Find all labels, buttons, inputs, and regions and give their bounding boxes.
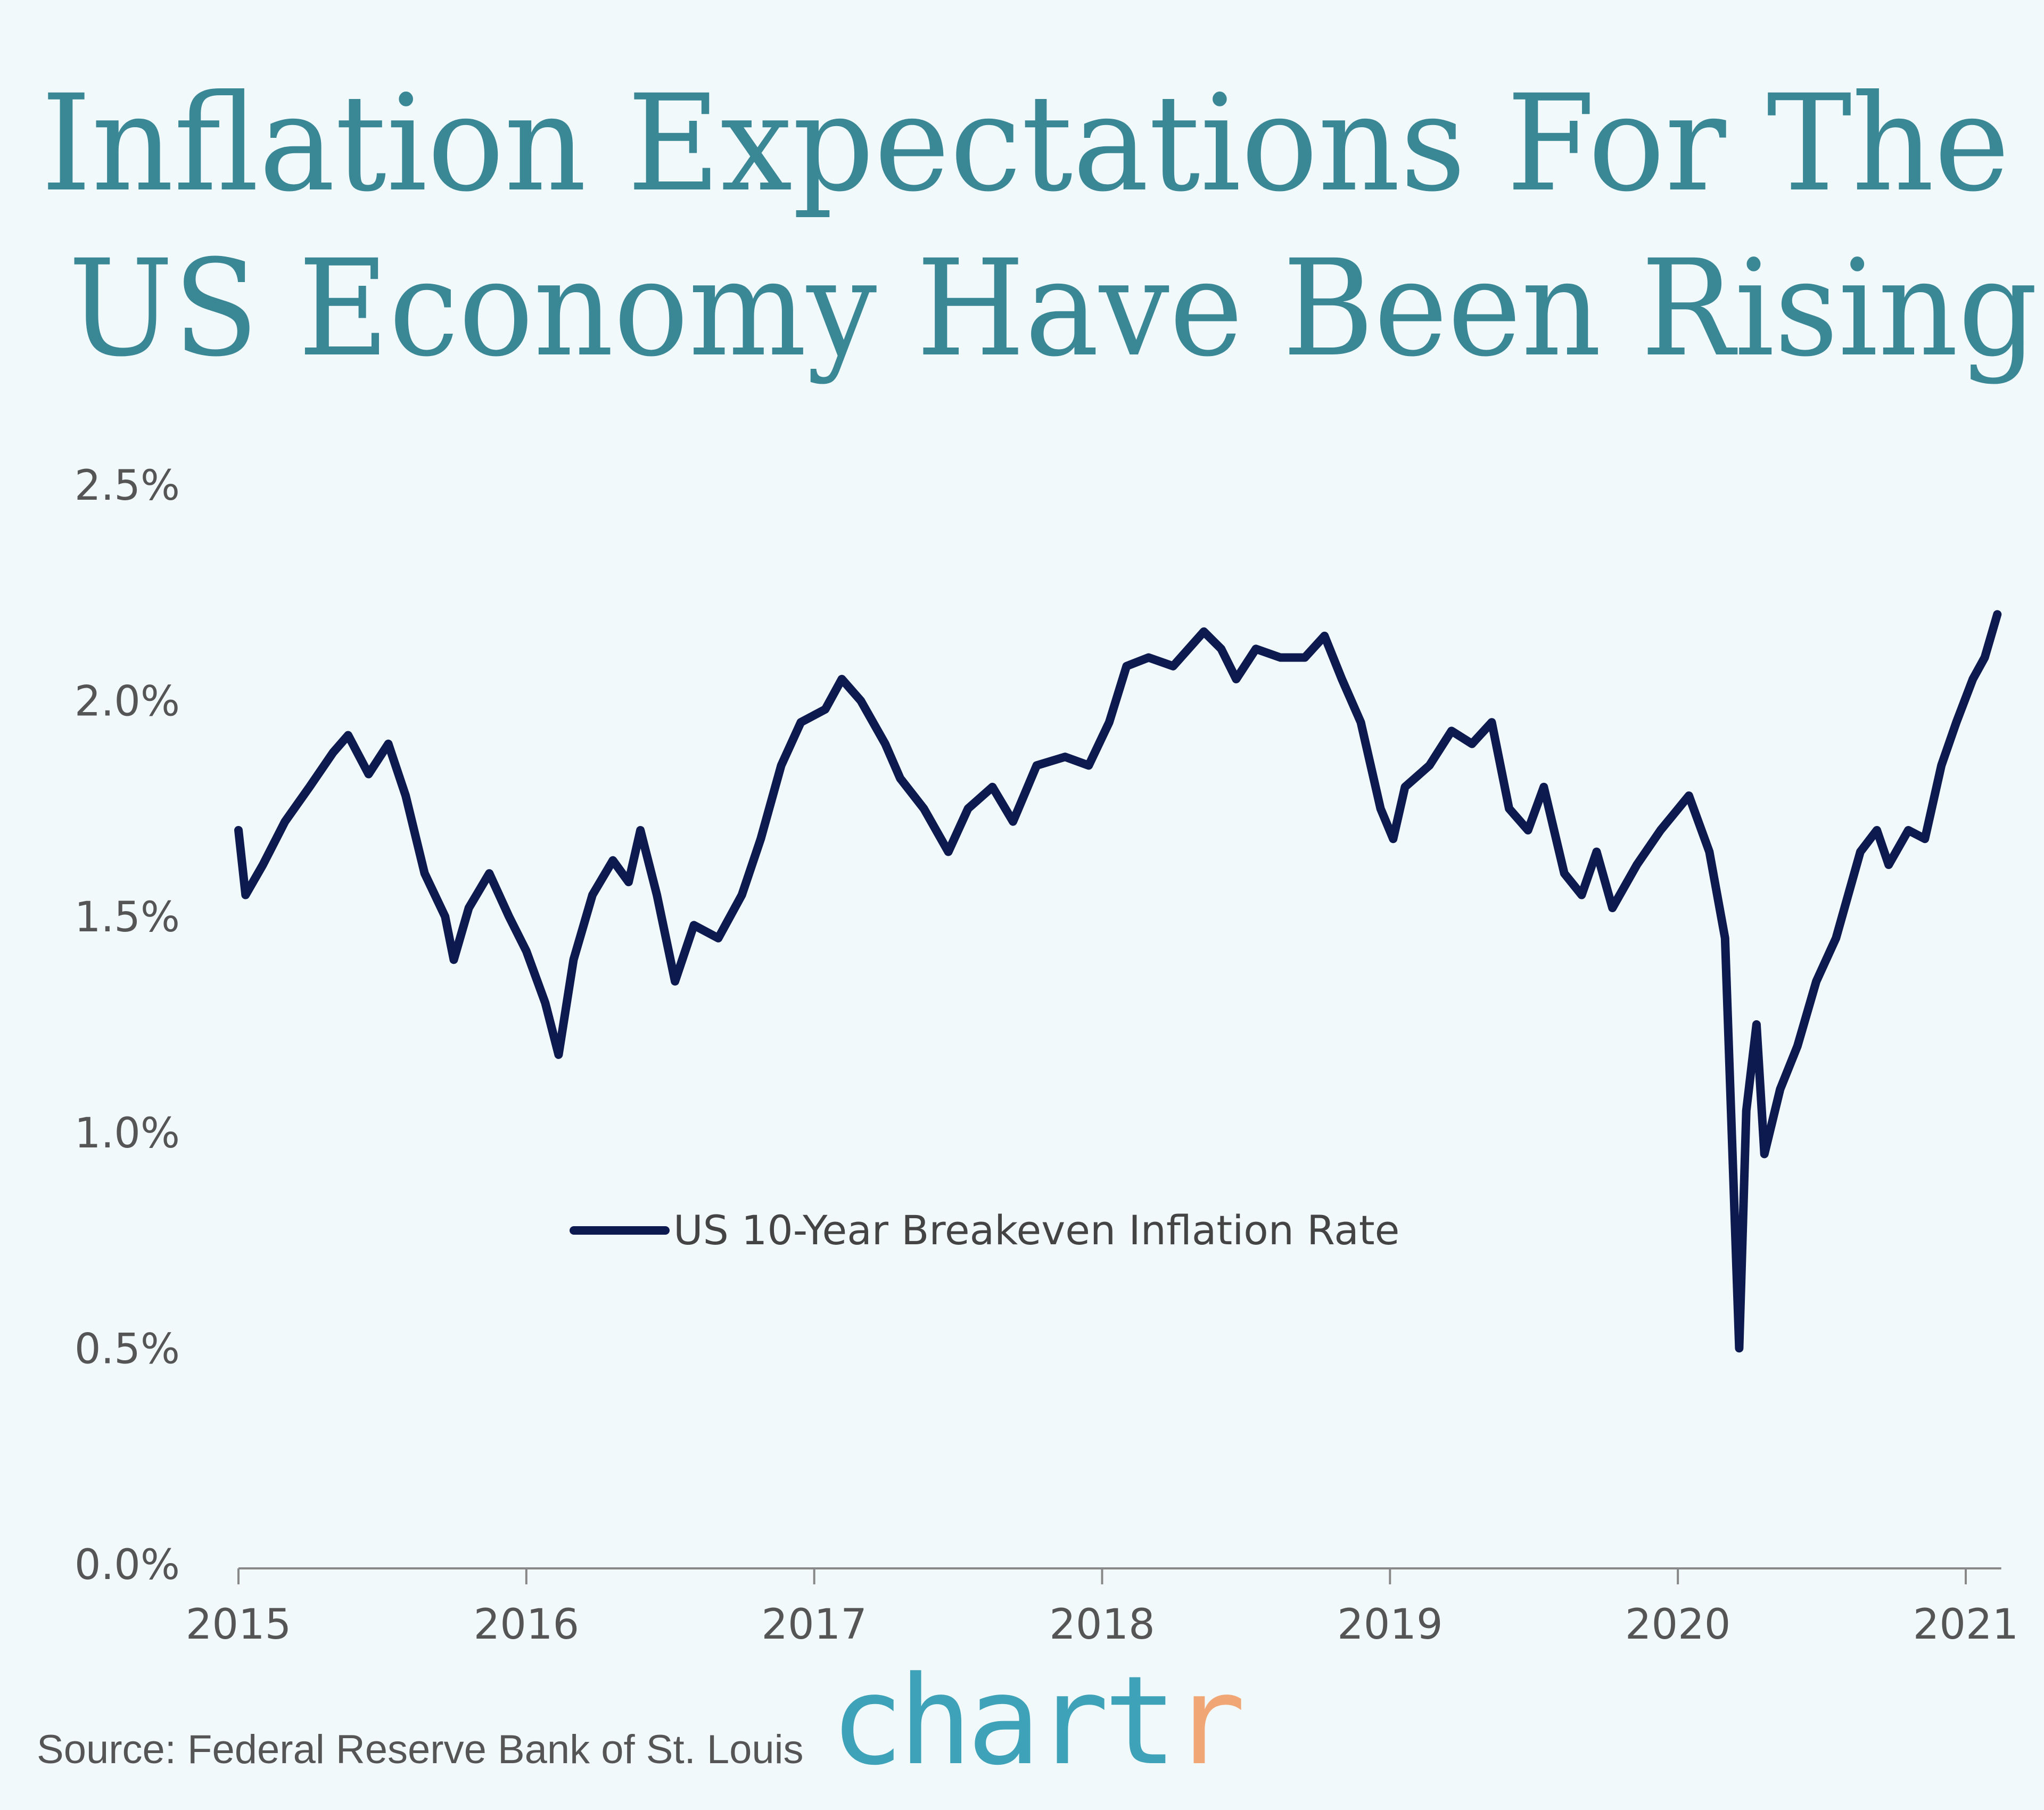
logo-accent: r — [1172, 1650, 1246, 1792]
x-tick-label: 2020 — [1625, 1601, 1731, 1649]
y-tick-label: 0.5% — [75, 1325, 180, 1373]
chart-title-line-2: US Economy Have Been Rising — [68, 231, 2038, 386]
y-tick-label: 2.5% — [75, 462, 180, 510]
legend: US 10-Year Breakeven Inflation Rate — [570, 1206, 1399, 1254]
chart-title-line-2-row: US Economy Have Been Rising — [0, 229, 2044, 389]
footer: Source: Federal Reserve Bank of St. Loui… — [37, 1660, 1246, 1783]
y-tick-label: 2.0% — [75, 678, 180, 726]
chart-title-line-1-row: Inflation Expectations For The — [0, 64, 2044, 224]
x-axis: 2015 2016 2017 2018 2019 2020 2021 — [186, 1567, 2019, 1649]
x-tick-label: 2016 — [474, 1601, 580, 1649]
x-tick-label: 2019 — [1337, 1601, 1443, 1649]
x-tick-label: 2017 — [761, 1601, 867, 1649]
x-tick-label: 2021 — [1913, 1601, 2019, 1649]
series-layer — [234, 610, 2002, 1353]
y-tick-label: 1.0% — [75, 1110, 180, 1158]
x-tick-label: 2018 — [1049, 1601, 1155, 1649]
legend-label: US 10-Year Breakeven Inflation Rate — [673, 1206, 1399, 1254]
y-tick-label: 1.5% — [75, 894, 180, 941]
source-note: Source: Federal Reserve Bank of St. Loui… — [37, 1727, 804, 1772]
chartr-logo: chartr — [830, 1660, 1246, 1783]
x-tick-label: 2015 — [186, 1601, 292, 1649]
chart-title-line-1: Inflation Expectations For The — [41, 66, 2010, 221]
y-axis: 0.0% 0.5% 1.0% 1.5% 2.0% 2.5% — [75, 462, 180, 1589]
logo-main: chart — [830, 1650, 1177, 1792]
series-line-breakeven-inflation — [234, 610, 2002, 1353]
y-tick-label: 0.0% — [75, 1541, 180, 1589]
